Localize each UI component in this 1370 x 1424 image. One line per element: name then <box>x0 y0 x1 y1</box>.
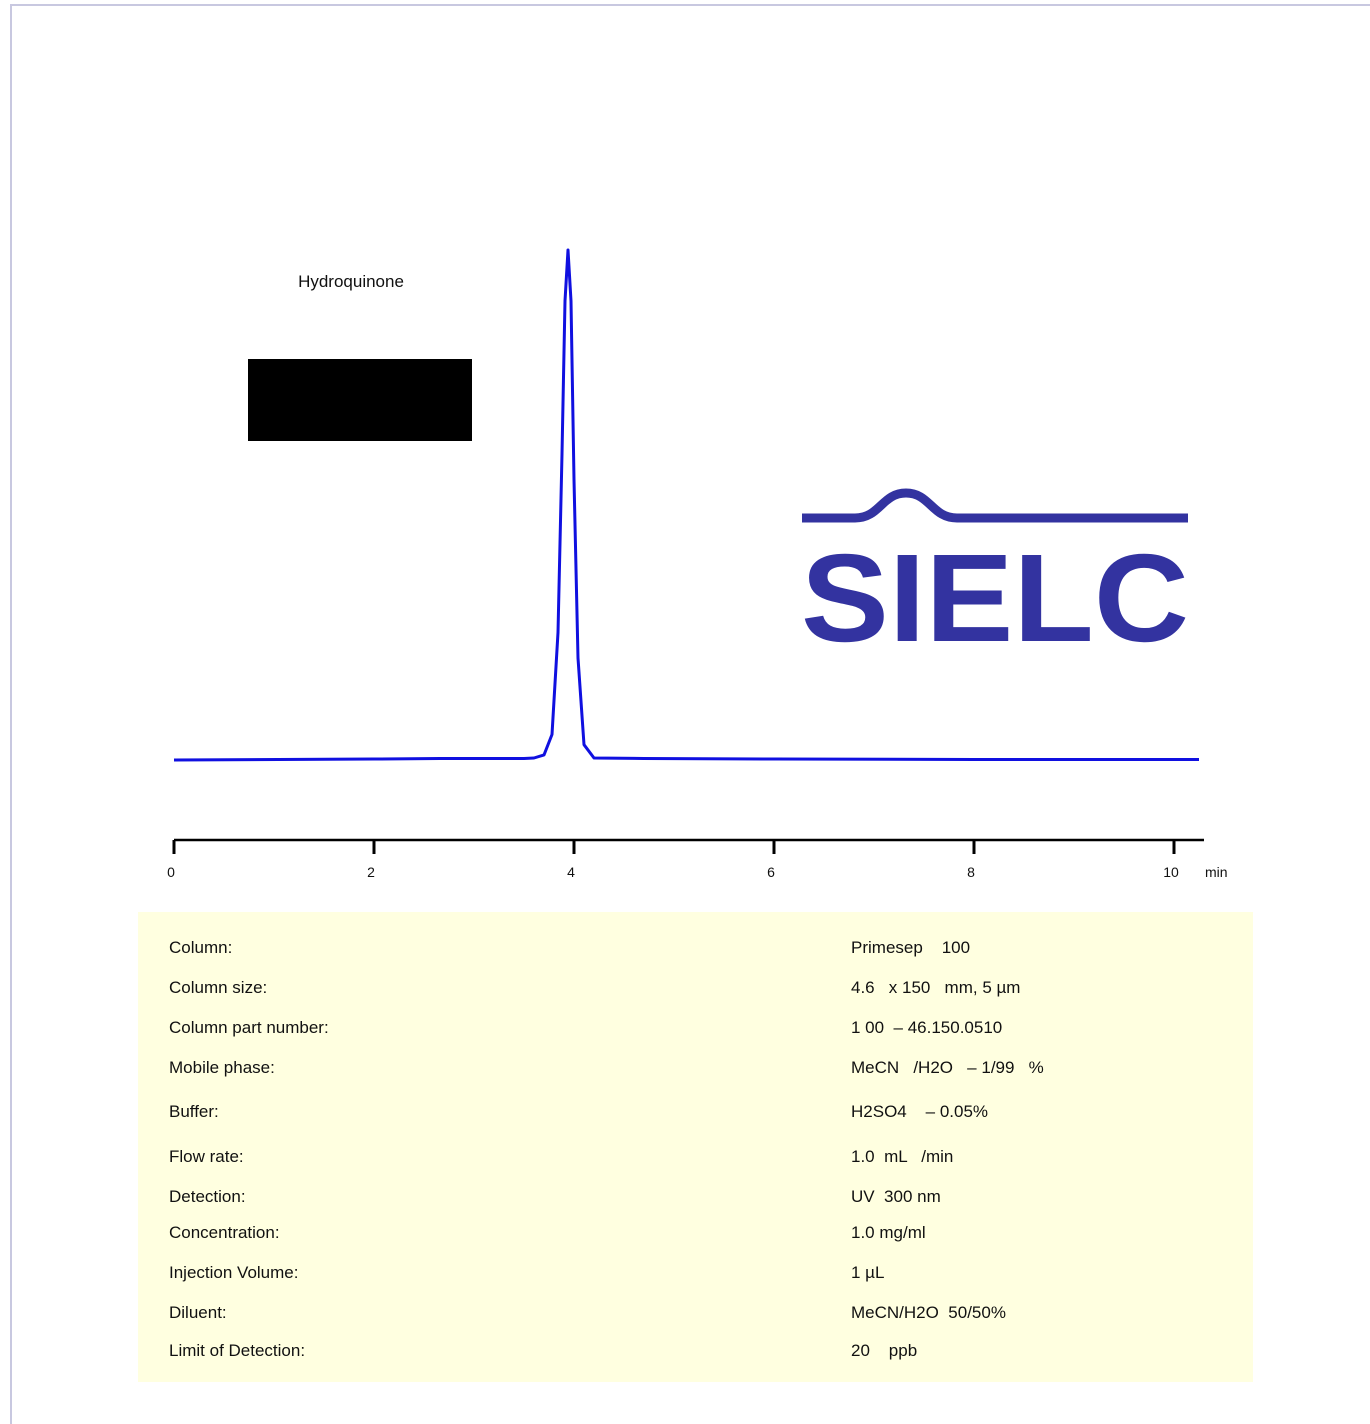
condition-row: Flow rate: 1.0 mL /min <box>138 1145 1253 1169</box>
logo-swoosh <box>802 488 1188 523</box>
condition-label: Diluent: <box>169 1303 227 1322</box>
condition-label: Mobile phase: <box>169 1058 275 1077</box>
condition-row: Concentration: 1.0 mg/ml <box>138 1221 1253 1245</box>
condition-value: 1 µL <box>851 1263 885 1282</box>
page-frame <box>10 4 1370 1424</box>
condition-row: Detection: UV 300 nm <box>138 1185 1253 1209</box>
condition-label: Limit of Detection: <box>169 1341 306 1360</box>
condition-value: 1 00 – 46.150.0510 <box>851 1018 1003 1037</box>
x-tick-label-5: 10 <box>1163 864 1179 880</box>
x-axis-unit-label: min <box>1205 864 1228 880</box>
condition-label: Column part number: <box>169 1018 329 1037</box>
condition-row: Column size: 4.6 x 150 mm, 5 µm <box>138 976 1253 1000</box>
condition-row: Limit of Detection: 20 ppb <box>138 1339 1253 1363</box>
x-tick-label-2: 4 <box>567 864 575 880</box>
condition-label: Flow rate: <box>169 1147 244 1166</box>
condition-row: Mobile phase: MeCN /H2O – 1/99 % <box>138 1056 1253 1080</box>
condition-row: Diluent: MeCN/H2O 50/50% <box>138 1301 1253 1325</box>
x-tick-label-4: 8 <box>967 864 975 880</box>
condition-value: UV 300 nm <box>851 1187 941 1206</box>
peak-label: Hydroquinone <box>298 272 404 291</box>
condition-value: H2SO4 – 0.05% <box>851 1102 989 1121</box>
x-tick-label-1: 2 <box>367 864 375 880</box>
condition-row: Column: Primesep 100 <box>138 936 1253 960</box>
condition-value: Primesep 100 <box>851 938 971 957</box>
condition-value: 20 ppb <box>851 1341 918 1360</box>
condition-label: Injection Volume: <box>169 1263 299 1282</box>
condition-label: Column: <box>169 938 233 957</box>
x-tick-label-0: 0 <box>167 864 175 880</box>
condition-label: Detection: <box>169 1187 246 1206</box>
condition-label: Buffer: <box>169 1102 219 1121</box>
condition-row: Column part number: 1 00 – 46.150.0510 <box>138 1016 1253 1040</box>
condition-value: MeCN /H2O – 1/99 % <box>851 1058 1044 1077</box>
condition-value: 1.0 mg/ml <box>851 1223 926 1242</box>
logo-text: SIELC <box>801 529 1189 668</box>
series-line-0 <box>173 248 1199 762</box>
condition-label: Column size: <box>169 978 268 997</box>
condition-row: Injection Volume: 1 µL <box>138 1261 1253 1285</box>
chromatogram-chart: Hydroquinone SIELC 0 2 4 6 8 10 min <box>167 248 1228 880</box>
condition-value: 1.0 mL /min <box>851 1147 954 1166</box>
x-tick-label-3: 6 <box>767 864 775 880</box>
sielc-logo: SIELC <box>801 488 1189 668</box>
condition-value: MeCN/H2O 50/50% <box>851 1303 1006 1322</box>
redaction-box <box>248 359 472 441</box>
condition-row: Buffer: H2SO4 – 0.05% <box>138 1100 1253 1124</box>
condition-value: 4.6 x 150 mm, 5 µm <box>851 978 1021 997</box>
conditions-panel: Column: Primesep 100 Column size: 4.6 x 150… <box>138 912 1253 1382</box>
condition-label: Concentration: <box>169 1223 280 1242</box>
